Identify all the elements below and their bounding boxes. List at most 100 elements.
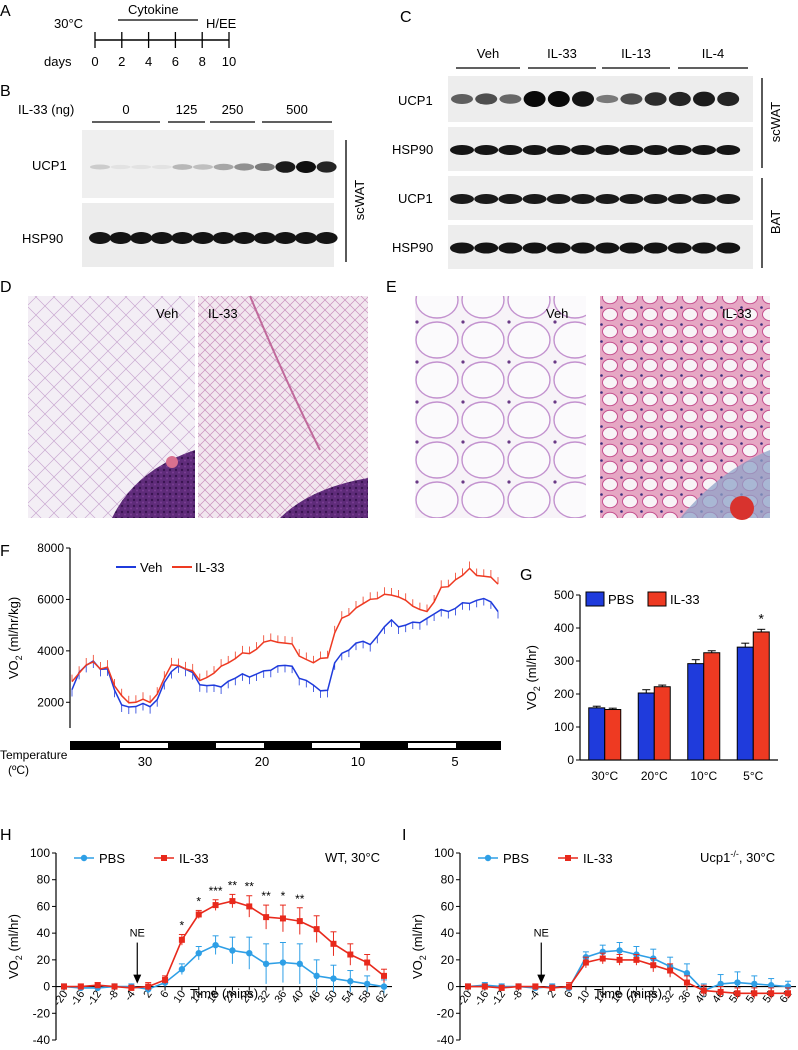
- blot-band: [667, 242, 692, 254]
- x-tick-label: 18: [205, 988, 222, 1005]
- y-axis-label-g: VO2 (ml/hr): [524, 645, 542, 710]
- marker-pbs: [212, 941, 219, 949]
- condition-i: Ucp1-/-, 30°C: [700, 849, 775, 865]
- marker-pbs: [717, 980, 724, 988]
- blot-band: [596, 94, 619, 104]
- blot-band: [131, 164, 152, 170]
- marker-pbs: [262, 960, 270, 968]
- blot-band: [717, 91, 740, 107]
- x-tick-label: 18: [609, 988, 626, 1005]
- x-tick-label: 28: [643, 988, 660, 1005]
- marker-pbs: [279, 959, 287, 966]
- lymph-node-d-il33: [280, 478, 368, 518]
- panel-letter-i: I: [402, 827, 406, 844]
- temperature-unit: (ºC): [8, 763, 29, 777]
- y-tick-label-f: 4000: [37, 644, 64, 658]
- blot-band: [450, 242, 474, 254]
- x-tick-label: -16: [472, 988, 491, 1008]
- blot-band: [475, 93, 498, 105]
- tissue-c-bat: BAT: [768, 210, 783, 234]
- legend-swatch-marker: [161, 855, 167, 861]
- panel-f: F 2000 4000 6000 8000 VO2 (ml/hr/kg) Veh IL-…: [0, 541, 501, 777]
- blot-band: [572, 91, 594, 107]
- panel-a: A 30°C Cytokine H/EE days 0 2 4 6 8 10: [0, 2, 237, 69]
- x-tick-label: 36: [677, 988, 694, 1005]
- timeline-day-label: 4: [145, 54, 152, 69]
- treatment-group-label: IL-13: [621, 46, 651, 61]
- blot-band: [546, 194, 571, 204]
- blot-band: [571, 194, 595, 204]
- timeline-day-label: 0: [91, 54, 98, 69]
- x-tick-label: -12: [489, 988, 508, 1008]
- tissue-c-scwat: scWAT: [768, 102, 783, 142]
- bar-g-pbs: [637, 692, 655, 761]
- legend-label: IL-33: [179, 851, 209, 866]
- significance-star: *: [196, 894, 201, 908]
- blot-band: [716, 145, 741, 155]
- y-tick-label: -40: [437, 1033, 455, 1047]
- marker-il33: [347, 951, 354, 958]
- x-tick-label: 62: [374, 988, 391, 1005]
- blot-band: [89, 232, 111, 244]
- marker-pbs: [616, 947, 623, 954]
- marker-il33: [599, 955, 606, 962]
- treatment-group-label: IL-4: [702, 46, 724, 61]
- x-tick-label: 6: [158, 988, 171, 1000]
- condition-i-gene: Ucp1: [700, 850, 730, 865]
- marker-pbs: [363, 980, 371, 988]
- blot-band: [546, 242, 571, 254]
- legend-g-swatch: [585, 591, 605, 607]
- condition-i-rest: , 30°C: [739, 850, 775, 865]
- blot-band: [571, 145, 595, 155]
- y-tick-label: 100: [434, 846, 454, 860]
- blot-band: [450, 145, 474, 155]
- x-tick-label: 6: [562, 988, 575, 1000]
- series-line-pbs: [63, 944, 385, 991]
- blot-band: [275, 161, 296, 173]
- y-tick-label-f: 8000: [37, 541, 64, 555]
- x-tick-label: -8: [106, 988, 121, 1003]
- blot-band: [130, 232, 153, 244]
- blot-band: [692, 194, 716, 204]
- ylabel-vo: VO: [6, 960, 21, 979]
- x-tick-label: 10: [575, 988, 592, 1005]
- blot-band: [450, 194, 474, 204]
- light-phase: [408, 743, 456, 748]
- vessel-d-veh: [166, 456, 178, 468]
- significance-g: *: [759, 610, 765, 626]
- blot-band: [571, 242, 595, 254]
- legend-g-label: IL-33: [670, 592, 700, 607]
- label-d-veh: Veh: [156, 306, 178, 321]
- blot-band: [253, 232, 276, 244]
- bar-g-il-33: [752, 631, 770, 761]
- marker-il33: [145, 983, 152, 990]
- x-tick-label: -8: [510, 988, 525, 1003]
- panel-i: I Ucp1-/-, 30°C -40-20020406080100-20-16…: [402, 827, 796, 1047]
- marker-il33: [717, 988, 724, 995]
- series-line-f-veh: [71, 597, 499, 708]
- y-tick-label-g: 200: [554, 687, 574, 701]
- blot-band: [643, 145, 668, 155]
- blot-band: [193, 164, 213, 170]
- marker-il33: [667, 967, 674, 974]
- x-tick-label: 28: [239, 988, 256, 1005]
- marker-il33: [683, 979, 690, 986]
- significance-star: **: [228, 878, 238, 892]
- marker-il33: [279, 915, 286, 922]
- marker-pbs: [296, 960, 303, 968]
- x-axis-label: Time (mins): [594, 986, 662, 1001]
- temp-10: 10: [351, 754, 365, 769]
- blot-band: [109, 232, 132, 244]
- temp-20: 20: [255, 754, 269, 769]
- blot-band: [668, 91, 691, 107]
- panel-letter-a: A: [0, 3, 11, 20]
- y-axis-label-f: VO2 (ml/hr/kg): [6, 597, 24, 679]
- ylabel-vo: VO: [410, 960, 425, 979]
- y-tick-label: 0: [447, 980, 454, 994]
- blot-band: [233, 232, 256, 244]
- blot-band: [192, 232, 214, 244]
- marker-il33: [532, 983, 539, 990]
- treatment-group-label: Veh: [477, 46, 499, 61]
- blot-band: [595, 194, 620, 204]
